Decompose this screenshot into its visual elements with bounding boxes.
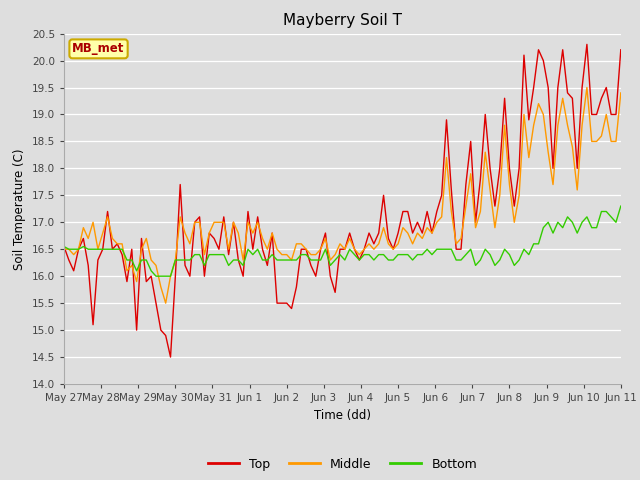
Middle xyxy=(515,192,523,198)
Top xyxy=(530,84,538,90)
Bottom xyxy=(438,246,445,252)
Bottom xyxy=(530,241,538,247)
Middle xyxy=(60,246,68,252)
Middle xyxy=(617,90,625,96)
Legend: Top, Middle, Bottom: Top, Middle, Bottom xyxy=(203,453,482,476)
Middle xyxy=(438,214,445,220)
Top xyxy=(515,166,523,171)
Top xyxy=(60,244,68,250)
Y-axis label: Soil Temperature (C): Soil Temperature (C) xyxy=(13,148,26,270)
Top xyxy=(404,209,412,215)
Line: Bottom: Bottom xyxy=(64,206,621,276)
Middle xyxy=(254,219,262,225)
Bottom xyxy=(578,219,586,225)
Top xyxy=(166,354,174,360)
Bottom xyxy=(404,252,412,257)
Top xyxy=(583,41,591,47)
Text: MB_met: MB_met xyxy=(72,42,125,55)
Top xyxy=(617,47,625,53)
Middle xyxy=(162,300,170,306)
Bottom xyxy=(254,246,262,252)
Middle xyxy=(404,230,412,236)
Top xyxy=(578,84,586,90)
Top xyxy=(254,214,262,220)
Bottom xyxy=(152,273,160,279)
X-axis label: Time (dd): Time (dd) xyxy=(314,408,371,421)
Bottom xyxy=(617,203,625,209)
Top xyxy=(438,192,445,198)
Middle xyxy=(530,122,538,128)
Bottom xyxy=(515,257,523,263)
Line: Middle: Middle xyxy=(64,87,621,303)
Bottom xyxy=(60,244,68,250)
Line: Top: Top xyxy=(64,44,621,357)
Middle xyxy=(583,84,591,90)
Middle xyxy=(578,122,586,128)
Title: Mayberry Soil T: Mayberry Soil T xyxy=(283,13,402,28)
